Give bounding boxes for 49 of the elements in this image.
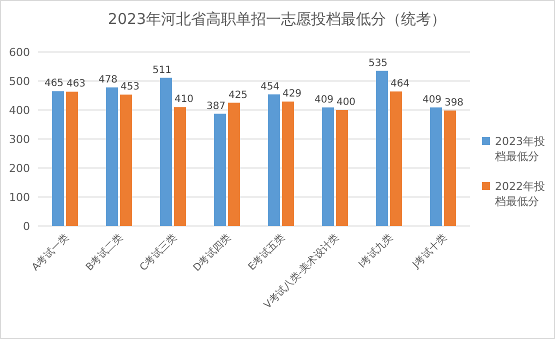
x-tick-label: D考试四类 [190,232,234,274]
y-tick-label: 600 [9,46,30,59]
data-label: 425 [228,90,248,101]
bar [228,102,240,226]
data-label: 387 [206,100,226,112]
bar [444,110,456,226]
bar [336,110,348,226]
data-label: 535 [368,58,388,69]
legend-label: 2022年投档最低分 [494,180,545,208]
data-label: 453 [120,82,140,93]
bar [160,78,172,226]
data-label: 429 [282,88,302,100]
y-tick-label: 0 [23,220,30,233]
data-label: 400 [336,97,356,108]
y-tick-label: 200 [9,162,30,175]
x-tick-label: I考试九类 [356,232,396,270]
y-tick-label: 300 [9,133,30,146]
data-label: 410 [174,94,194,106]
x-tick-label: A考试一类 [30,232,72,274]
x-tick-label: E考试五类 [246,232,288,273]
data-label: 465 [44,78,64,90]
bar [52,91,64,226]
data-label: 463 [66,78,86,90]
legend-label: 2023年投档最低分 [494,135,545,163]
data-label: 478 [98,74,118,86]
x-tick-label: J考试十类 [410,232,450,272]
bar [214,114,226,226]
data-label: 398 [444,98,464,109]
bar [106,87,118,226]
bar [390,91,402,226]
data-label: 454 [260,81,280,92]
bar [66,92,78,226]
bar [282,102,294,226]
bar [430,107,442,226]
data-label: 511 [152,64,172,76]
bar [322,107,334,226]
data-label: 409 [422,94,442,106]
data-label: 464 [390,78,410,90]
y-tick-label: 500 [9,75,30,88]
bar [268,94,280,226]
x-tick-label: B考试二类 [83,232,126,274]
bar [376,70,388,226]
bar [120,94,132,226]
y-tick-label: 400 [9,104,30,117]
data-label: 409 [314,94,334,106]
chart-title: 2023年河北省高职单招一志愿投档最低分（统考） [108,10,446,28]
x-tick-label: C考试三类 [137,232,180,274]
bar [174,107,186,226]
y-tick-label: 100 [9,191,30,204]
